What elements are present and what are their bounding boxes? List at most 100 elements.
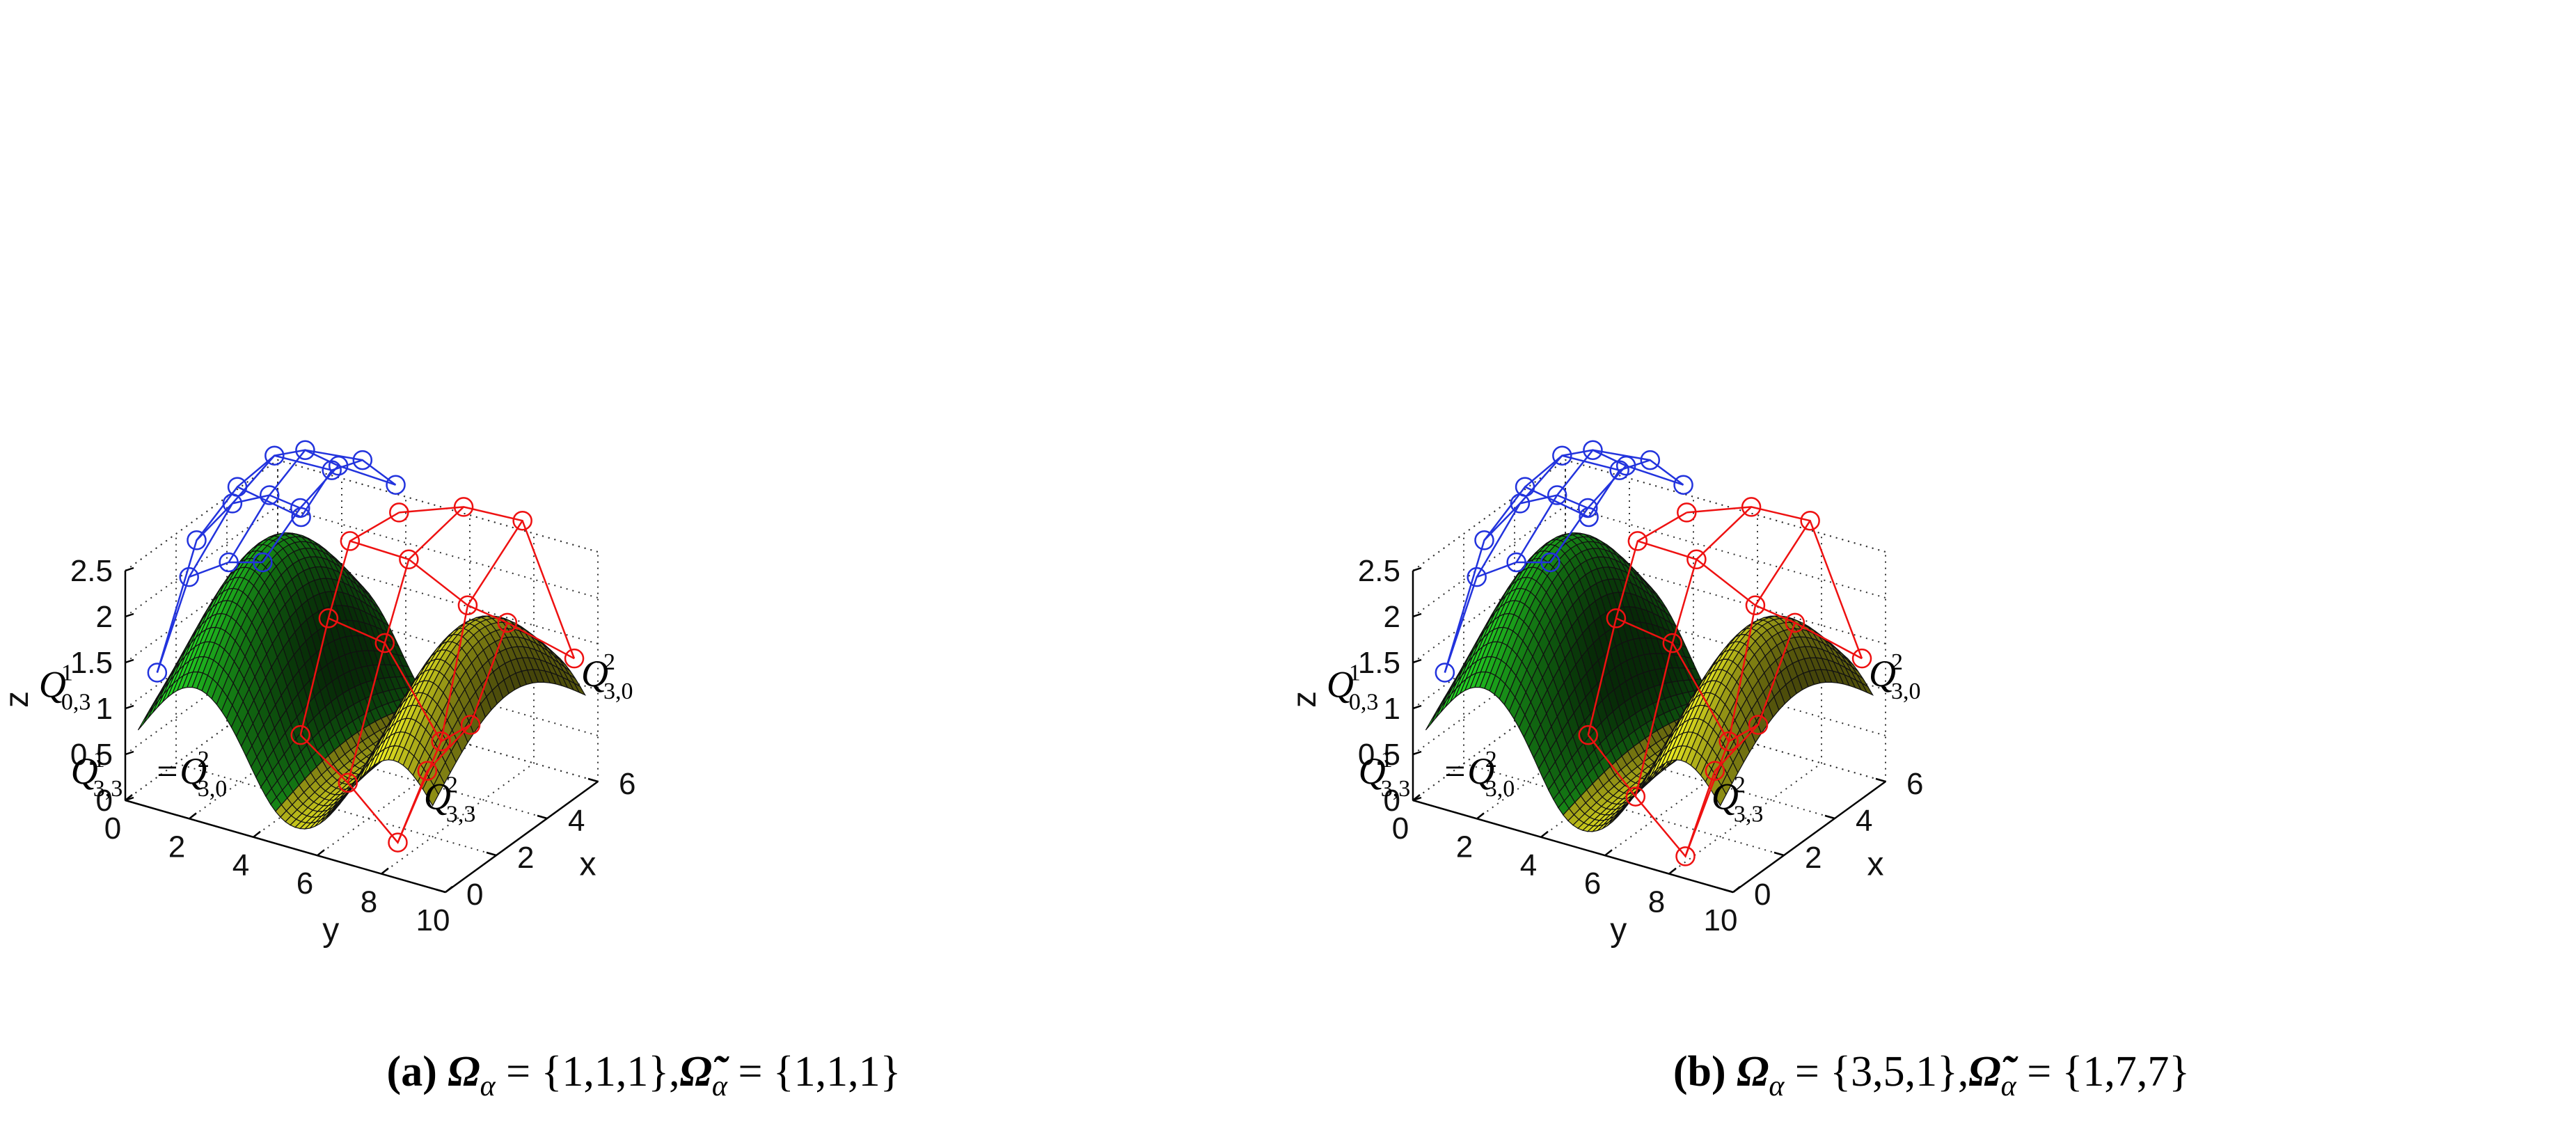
control-net-2-point xyxy=(497,612,518,633)
control-net-1-edge xyxy=(1524,449,1627,488)
omega-symbol: Ω xyxy=(1737,1048,1769,1095)
omega-subscript: α xyxy=(480,1070,496,1102)
z-tick xyxy=(1412,750,1422,756)
x-tick xyxy=(1773,851,1785,857)
x-tick xyxy=(587,777,599,783)
y-tick-label: 0 xyxy=(1392,811,1409,846)
control-net-1-point xyxy=(1506,552,1526,573)
omega-value: = {1,1,1}, xyxy=(495,1048,680,1095)
control-net-1-point xyxy=(264,445,285,466)
z-tick-label: 0 xyxy=(96,784,113,818)
control-net-1-point xyxy=(386,475,406,495)
control-net-1-point xyxy=(1615,455,1636,476)
x-tick xyxy=(1723,888,1734,894)
control-net-1-edge xyxy=(1515,449,1651,563)
control-net-2-point xyxy=(457,595,478,616)
control-net-1-point xyxy=(291,507,311,528)
control-net-1-point xyxy=(179,566,199,587)
point-label-sub: 3,3 xyxy=(93,776,123,802)
y-tick xyxy=(1732,886,1741,893)
control-net-1-point xyxy=(352,450,373,470)
y-tick xyxy=(381,867,389,875)
chart-panel-b: 0 0.5 1 1.5 2 2.5 0 2 4 6 8 10 0 2 4 6 z y x Q 1 0,3 Q 1 3,3 =Q 2… xyxy=(1288,0,2575,1133)
omega-tilde-symbol: Ω̃ xyxy=(679,1048,712,1095)
surface-patch xyxy=(427,784,439,807)
y-tick-label: 4 xyxy=(232,848,249,882)
x-tick xyxy=(486,851,497,857)
control-net-1-edge xyxy=(228,449,363,563)
point-label-sub: 3,3 xyxy=(446,802,476,827)
z-tick-label: 1 xyxy=(1384,692,1400,726)
control-net-1-edge xyxy=(1444,486,1590,673)
grid-line xyxy=(1668,533,1822,875)
caption-b: (b) Ωα = {3,5,1},Ω̃α = {1,7,7} xyxy=(1288,1047,2575,1103)
control-net-1-point xyxy=(1540,552,1560,573)
y-tick-label: 10 xyxy=(416,903,450,937)
z-tick xyxy=(125,704,134,710)
control-net-2-point xyxy=(290,724,310,745)
control-net-1-point xyxy=(1578,498,1598,518)
control-net-1-point xyxy=(1640,450,1661,470)
y-axis-line xyxy=(1412,799,1734,894)
point-label-sub: 3,3 xyxy=(1734,802,1764,827)
chart-panel-a: 0 0.5 1 1.5 2 2.5 0 2 4 6 8 10 0 2 4 6 z y x Q 1 0,3 Q 1 3,3 =Q 2… xyxy=(0,440,901,1102)
control-net-2-point xyxy=(1625,786,1646,807)
z-tick-label: 1 xyxy=(96,692,113,726)
point-label: =Q xyxy=(1442,750,1494,792)
z-tick-label: 1.5 xyxy=(1358,646,1400,680)
y-tick xyxy=(1476,812,1485,820)
control-net-2-point xyxy=(1705,761,1725,781)
z-tick xyxy=(125,566,134,572)
y-tick-label: 0 xyxy=(104,811,121,846)
y-tick-label: 8 xyxy=(1648,885,1665,919)
y-axis-label: y xyxy=(322,912,339,949)
control-net-2-point xyxy=(389,502,409,523)
z-axis-label: z xyxy=(1288,691,1323,708)
y-tick xyxy=(189,812,197,820)
z-tick-label: 2 xyxy=(1384,600,1400,634)
control-net-2-edge xyxy=(1714,621,1863,772)
grid-line xyxy=(1604,515,1758,857)
caption-label: (b) xyxy=(1673,1048,1726,1095)
point-label-sub: 3,0 xyxy=(1891,679,1921,704)
point-label-sub: 3,0 xyxy=(1485,776,1515,802)
point-label: Q xyxy=(71,750,98,792)
y-tick-label: 10 xyxy=(1704,903,1738,937)
control-net-2-edge xyxy=(1637,540,1796,624)
z-tick xyxy=(1412,658,1422,664)
y-tick-label: 4 xyxy=(1520,848,1537,882)
z-tick xyxy=(125,750,134,756)
z-tick xyxy=(1412,566,1422,572)
point-label: Q xyxy=(1869,653,1896,695)
y-tick xyxy=(1412,794,1421,801)
point-label: Q xyxy=(581,653,608,695)
control-net-2-point xyxy=(340,531,361,551)
z-axis-label: z xyxy=(0,691,35,708)
box-edge xyxy=(1412,459,1886,571)
control-net-2-edge xyxy=(1684,520,1811,857)
control-net-2-point xyxy=(1748,715,1769,735)
control-net-2-point xyxy=(431,731,451,752)
control-net-1-point xyxy=(328,455,349,476)
control-net-2-edge xyxy=(328,617,471,743)
control-net-1-point xyxy=(1515,477,1535,497)
control-net-1-edge xyxy=(1444,561,1551,673)
surface-patch xyxy=(1714,784,1727,807)
point-label-sup: 1 xyxy=(1349,660,1361,686)
control-net-2-point xyxy=(1800,510,1820,531)
omega-tilde-subscript: α xyxy=(2000,1070,2016,1102)
grid-line xyxy=(125,459,599,571)
x-axis-line xyxy=(1732,780,1886,894)
z-tick-label: 0 xyxy=(1384,784,1400,818)
control-net-2-edge xyxy=(1615,617,1759,743)
control-net-2-edge xyxy=(397,520,523,843)
control-net-1-point xyxy=(1467,566,1487,587)
control-net-1-edge xyxy=(1549,464,1684,563)
y-tick-label: 6 xyxy=(1584,866,1601,901)
control-net-1-point xyxy=(1609,460,1629,480)
control-net-1-point xyxy=(219,552,239,573)
point-label: Q xyxy=(1327,663,1354,705)
control-net-2-point xyxy=(1741,497,1762,517)
z-tick-label: 2.5 xyxy=(70,554,113,588)
